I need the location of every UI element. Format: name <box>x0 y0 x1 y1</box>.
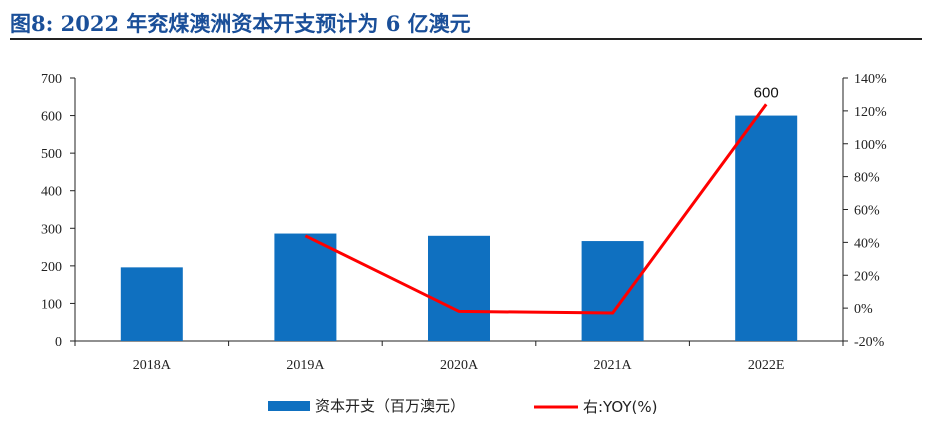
legend-bar-swatch <box>268 401 310 411</box>
left-tick-label: 300 <box>41 222 62 237</box>
x-tick-label: 2019A <box>286 358 325 373</box>
title-rule <box>10 38 922 40</box>
right-tick-label: -20% <box>854 335 885 350</box>
left-tick-label: 500 <box>41 147 62 162</box>
right-tick-label: 40% <box>854 236 880 251</box>
left-tick-label: 400 <box>41 185 62 200</box>
right-tick-label: 60% <box>854 204 880 219</box>
bar-2019A <box>274 233 337 341</box>
x-tick-label: 2020A <box>440 358 479 373</box>
left-tick-label: 100 <box>41 297 62 312</box>
right-tick-label: 20% <box>854 269 880 284</box>
bar-2018A <box>120 267 183 341</box>
bar-2020A <box>428 235 490 341</box>
right-tick-label: 0% <box>854 302 873 317</box>
legend-line-label: 右:YOY(%) <box>583 398 658 416</box>
left-tick-label: 700 <box>41 72 62 87</box>
bar-2021A <box>581 241 644 341</box>
right-tick-label: 140% <box>854 72 887 87</box>
data-label: 600 <box>754 85 779 102</box>
right-tick-label: 100% <box>854 138 887 153</box>
x-tick-label: 2022E <box>748 358 785 373</box>
left-tick-label: 600 <box>41 110 62 125</box>
right-tick-label: 80% <box>854 171 880 186</box>
yoy-line <box>304 103 768 315</box>
bar-2022E <box>735 115 798 341</box>
x-tick-label: 2018A <box>133 358 172 373</box>
figure-title: 图8: 2022 年兖煤澳洲资本开支预计为 6 亿澳元 <box>10 11 471 36</box>
left-tick-label: 200 <box>41 260 62 275</box>
legend-bar-label: 资本开支（百万澳元） <box>315 397 465 415</box>
left-tick-label: 0 <box>55 335 62 350</box>
x-tick-label: 2021A <box>594 358 633 373</box>
right-tick-label: 120% <box>854 105 887 120</box>
